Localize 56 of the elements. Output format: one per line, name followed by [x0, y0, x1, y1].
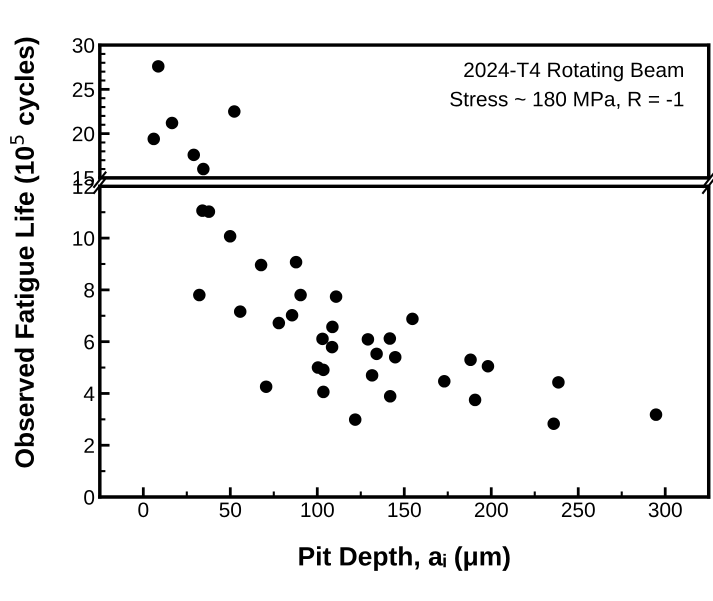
y-tick-label: 20	[72, 126, 94, 142]
y-axis-title: Observed Fatigue Life (10$^{5}$ cycles)	[10, 38, 40, 468]
point	[260, 380, 272, 393]
point	[234, 305, 246, 318]
point	[388, 350, 402, 364]
point	[197, 162, 210, 176]
point	[152, 60, 165, 73]
annotation: 2024-T4 Rotating Beam	[464, 62, 684, 82]
point	[148, 132, 160, 146]
point	[552, 376, 565, 389]
point	[228, 105, 241, 118]
point	[406, 312, 419, 326]
point	[317, 386, 330, 398]
point	[366, 369, 378, 382]
point	[468, 394, 482, 406]
y-tick-label: 6	[84, 334, 94, 350]
y-tick-label: 30	[72, 38, 94, 53]
point	[370, 348, 383, 360]
x-tick-label: 250	[562, 502, 595, 518]
x-tick-label: 200	[474, 502, 508, 518]
annotation: Stress ~ 180 MPa, R = -1	[450, 92, 684, 109]
x-tick-label: 50	[220, 502, 242, 518]
y-tick-label: 2	[84, 438, 94, 453]
y-tick-label: 10	[73, 231, 94, 246]
point	[317, 364, 330, 376]
point	[326, 340, 338, 354]
point	[294, 288, 307, 302]
point	[348, 413, 362, 426]
point	[272, 316, 286, 330]
x-tick-label: 100	[301, 502, 334, 518]
point	[188, 148, 200, 162]
point	[286, 309, 298, 322]
point	[362, 333, 374, 346]
point	[254, 258, 268, 272]
point	[326, 320, 339, 334]
x-axis-title: Pit Depth, aᵢ (μm)	[299, 546, 510, 571]
y-tick-label: 25	[72, 82, 94, 98]
point	[438, 375, 451, 388]
point	[290, 256, 302, 268]
y-tick-label: 8	[84, 282, 94, 298]
point	[482, 360, 494, 373]
x-tick-label: 300	[648, 502, 682, 518]
point	[224, 230, 236, 243]
point	[166, 116, 178, 130]
point	[384, 390, 396, 403]
x-tick-label: 0	[138, 502, 148, 518]
point	[464, 354, 477, 366]
y-tick-label: 0	[84, 490, 94, 505]
y-tick-label: 4	[84, 386, 94, 402]
point	[316, 332, 329, 346]
point	[330, 290, 342, 303]
point	[384, 332, 396, 345]
point	[547, 418, 560, 430]
point	[650, 408, 662, 421]
x-tick-label: 150	[388, 502, 421, 518]
point	[193, 288, 206, 302]
